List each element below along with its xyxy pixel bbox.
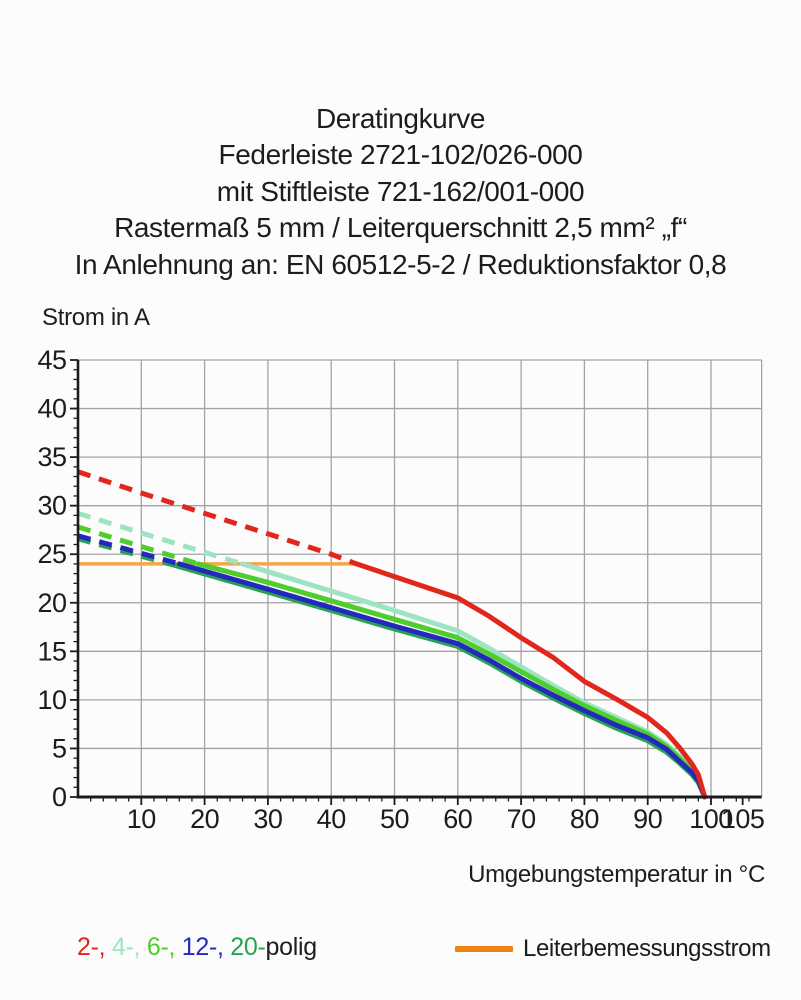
y-tick-label: 5 (52, 733, 67, 763)
x-tick-label: 70 (507, 804, 536, 834)
x-tick-label: 50 (380, 804, 409, 834)
x-tick-label: 60 (443, 804, 472, 834)
legend-pole-4: 4-, (111, 933, 147, 961)
legend-pole-2: 2-, (77, 933, 112, 961)
curve-12-polig-dashed (77, 533, 180, 567)
curve-12-polig (176, 561, 708, 800)
x-tick-label: 10 (127, 804, 156, 834)
legend-poles: 2-, 4-, 6-, 12-, 20-polig (77, 933, 317, 962)
title-line-2: Federleiste 2721-102/026-000 (218, 139, 583, 171)
title-line-3: mit Stiftleiste 721-162/001-000 (216, 175, 585, 207)
y-tick-label: 40 (37, 394, 66, 424)
x-tick-label: 40 (317, 804, 346, 834)
x-tick-label: 30 (253, 804, 282, 834)
legend-rated-current: Leiterbemessungsstrom (455, 935, 771, 963)
curve-2-polig-dashed (77, 469, 358, 567)
title-line-4: Rastermaß 5 mm / Leiterquerschnitt 2,5 m… (114, 212, 687, 244)
curve-2-polig (354, 561, 708, 800)
x-axis-title: Umgebungstemperatur in °C (468, 861, 765, 888)
y-tick-label: 30 (37, 491, 66, 521)
chart-title-block: Deratingkurve Federleiste 2721-102/026-0… (0, 101, 801, 283)
legend-pole-12: 12-, (181, 933, 231, 961)
x-tick-label: 100 (689, 804, 733, 834)
y-tick-label: 10 (37, 685, 66, 715)
y-tick-label: 0 (52, 782, 67, 812)
legend-pole-20: 20- (230, 933, 266, 961)
y-tick-label: 15 (37, 636, 66, 666)
y-tick-label: 45 (37, 345, 66, 375)
curve-20-polig (170, 562, 708, 800)
y-tick-label: 35 (37, 442, 66, 472)
y-tick-label: 25 (37, 539, 66, 569)
y-tick-label: 20 (37, 588, 66, 618)
title-line-1: Deratingkurve (315, 103, 486, 134)
x-tick-label: 20 (190, 804, 219, 834)
curve-6-polig (195, 561, 708, 800)
x-tick-label: 105 (721, 804, 765, 834)
rated-current-swatch (455, 946, 513, 952)
legend-pole-6: 6-, (146, 933, 182, 961)
title-line-5: In Anlehnung an: EN 60512-5-2 / Reduktio… (74, 248, 727, 280)
legend-poles-suffix: polig (265, 933, 318, 961)
curve-4-polig (240, 561, 708, 800)
x-tick-label: 90 (633, 804, 662, 834)
y-axis-title: Strom in A (42, 304, 150, 331)
curve-4-polig-dashed (77, 511, 244, 567)
rated-current-label: Leiterbemessungsstrom (523, 935, 771, 962)
curve-6-polig-dashed (77, 524, 200, 567)
x-tick-label: 80 (570, 804, 599, 834)
